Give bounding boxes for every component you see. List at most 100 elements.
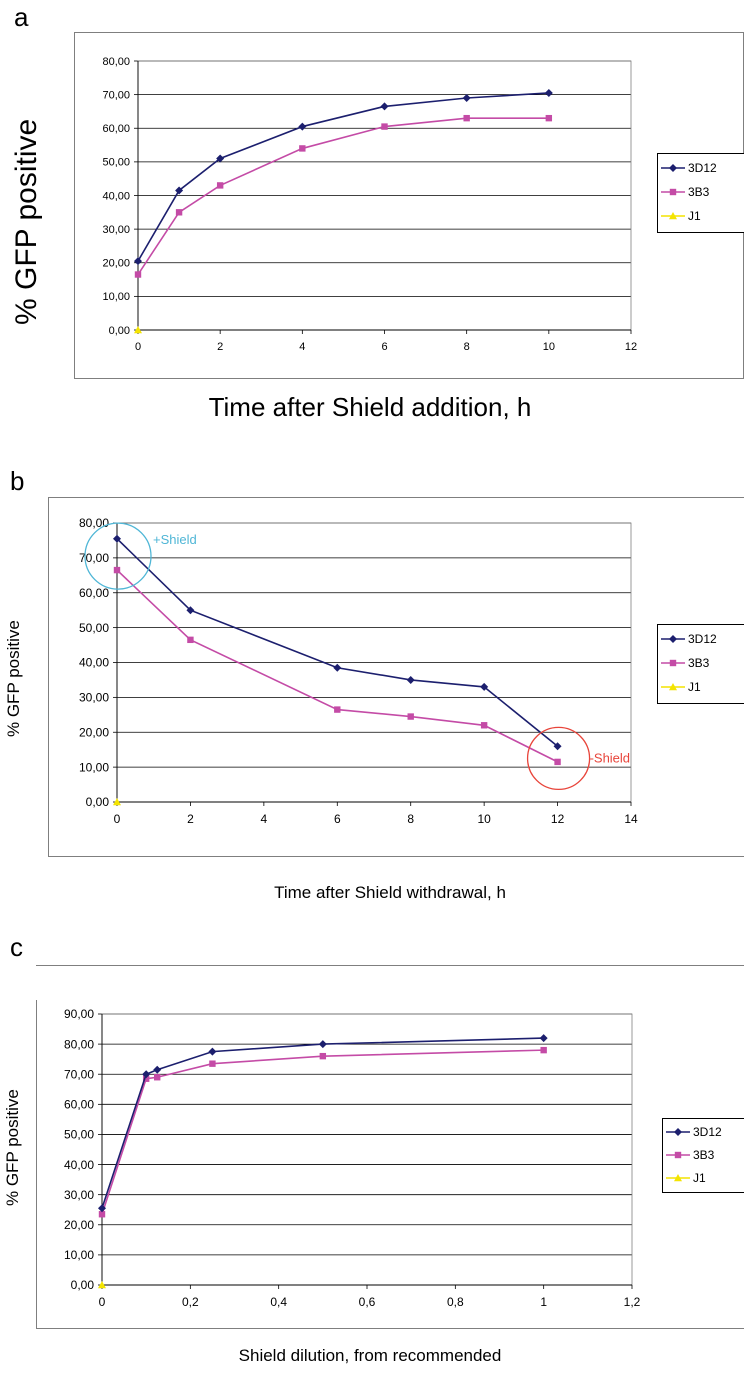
x-tick-label: 10 (477, 812, 491, 826)
y-tick-label: 30,00 (102, 224, 130, 236)
y-tick-label: 60,00 (64, 1098, 94, 1112)
legend-c: 3D12 3B3 J1 (662, 1118, 744, 1193)
x-axis-label-b: Time after Shield withdrawal, h (274, 883, 506, 902)
data-point-3b3 (540, 1046, 547, 1054)
data-point-3b3 (463, 114, 470, 122)
data-point-3b3 (407, 713, 414, 720)
y-tick-label: 10,00 (102, 291, 130, 303)
chart-a: 0,00 10,00 20,00 30,00 40,00 50,00 60,00 70,00 8… (102, 56, 637, 353)
legend-item-3b3: 3B3 (658, 184, 709, 200)
data-point-3d12 (480, 682, 489, 691)
data-point-3d12 (462, 93, 471, 102)
legend-label-j1: J1 (693, 1171, 706, 1185)
data-point-3b3 (142, 1075, 150, 1082)
legend-item-3b3: 3B3 (663, 1147, 714, 1163)
y-tick-label: 70,00 (79, 551, 109, 565)
legend-item-3d12: 3D12 (658, 631, 717, 647)
legend-swatch-3d12 (661, 635, 685, 643)
legend-label-j1: J1 (688, 680, 701, 694)
data-point-3b3 (545, 114, 553, 122)
legend-item-3b3: 3B3 (658, 655, 709, 671)
x-tick-label: 1,2 (624, 1295, 641, 1309)
x-tick-label: 0 (99, 1295, 106, 1309)
data-point-3d12 (175, 186, 184, 195)
legend-item-j1: J1 (658, 208, 701, 224)
data-point-3b3 (98, 1211, 106, 1218)
y-tick-label: 20,00 (64, 1218, 94, 1232)
x-tick-label: 0,2 (182, 1295, 199, 1309)
data-point-3b3 (480, 722, 488, 729)
data-point-3b3 (154, 1074, 161, 1081)
legend-label-3b3: 3B3 (688, 656, 710, 670)
x-tick-label: 0,6 (359, 1295, 376, 1309)
y-tick-label: 90,00 (64, 1007, 94, 1021)
y-tick-label: 0,00 (86, 795, 110, 809)
data-point-3d12 (333, 663, 342, 672)
legend-swatch-j1 (661, 683, 685, 691)
legend-label-3d12: 3D12 (688, 632, 717, 646)
series-line-3d12 (116, 538, 559, 747)
y-tick-label: 0,00 (109, 325, 130, 337)
x-axis-label-a: Time after Shield addition, h (208, 392, 532, 422)
x-tick-label: 8 (464, 341, 470, 353)
x-tick-label: 12 (625, 341, 637, 353)
legend-label-3b3: 3B3 (688, 185, 710, 199)
data-point-3b3 (319, 1052, 327, 1060)
data-point-3b3 (209, 1060, 216, 1067)
legend-marker-j1 (674, 1174, 682, 1182)
legend-marker-3b3 (669, 659, 677, 667)
y-tick-label: 60,00 (79, 586, 109, 600)
chart-c: 0,00 10,00 20,00 30,00 40,00 50,00 60,00 70,00 8… (64, 1007, 641, 1309)
legend-swatch-j1 (666, 1174, 690, 1182)
data-point-3d12 (134, 257, 142, 266)
x-tick-label: 2 (217, 341, 223, 353)
legend-swatch-3b3 (666, 1151, 690, 1159)
panel-letter-c: c (10, 932, 23, 962)
x-axis-label-c: Shield dilution, from recommended (238, 1346, 502, 1365)
legend-b: 3D12 3B3 J1 (657, 624, 744, 704)
legend-marker-j1 (669, 683, 677, 691)
y-tick-label: 80,00 (64, 1037, 94, 1051)
minus-shield-circle (526, 726, 591, 791)
y-tick-label: 10,00 (64, 1248, 94, 1262)
x-tick-label: 8 (407, 812, 414, 826)
data-point-3d12 (186, 606, 195, 615)
panel-letter-b: b (10, 466, 25, 496)
data-point-3b3 (216, 182, 224, 189)
data-point-3d12 (153, 1065, 162, 1074)
data-point-3d12 (113, 534, 121, 543)
data-point-3b3 (187, 636, 194, 644)
y-tick-label: 30,00 (79, 691, 109, 705)
x-tick-label: 6 (334, 812, 341, 826)
x-tick-label: 10 (543, 341, 555, 353)
y-tick-label: 80,00 (102, 56, 130, 68)
y-tick-label: 70,00 (102, 89, 130, 101)
x-tick-label: 14 (624, 812, 638, 826)
legend-item-3d12: 3D12 (658, 160, 717, 176)
x-tick-label: 4 (261, 812, 268, 826)
data-point-3d12 (544, 88, 553, 97)
legend-swatch-3d12 (661, 164, 685, 172)
x-tick-label: 0 (135, 341, 141, 353)
panel-letter-a: a (14, 2, 29, 32)
data-point-3b3 (299, 145, 306, 152)
data-point-3d12 (208, 1047, 217, 1056)
legend-item-j1: J1 (658, 679, 701, 695)
legend-marker-3b3 (669, 188, 677, 196)
series-line-3b3 (116, 569, 558, 763)
series-line-3b3 (101, 1049, 544, 1215)
legend-item-j1: J1 (663, 1170, 706, 1186)
legend-label-3d12: 3D12 (688, 161, 717, 175)
x-tick-label: 0 (114, 812, 121, 826)
y-tick-label: 0,00 (71, 1278, 95, 1292)
data-point-j1 (113, 798, 121, 806)
data-point-3b3 (554, 758, 561, 766)
data-point-j1 (98, 1281, 106, 1289)
data-point-3d12 (380, 102, 389, 111)
y-tick-label: 70,00 (64, 1067, 94, 1081)
legend-swatch-3d12 (666, 1128, 690, 1136)
legend-swatch-3b3 (661, 188, 685, 196)
legend-item-3d12: 3D12 (663, 1124, 722, 1140)
x-tick-label: 4 (299, 341, 305, 353)
y-tick-label: 30,00 (64, 1188, 94, 1202)
